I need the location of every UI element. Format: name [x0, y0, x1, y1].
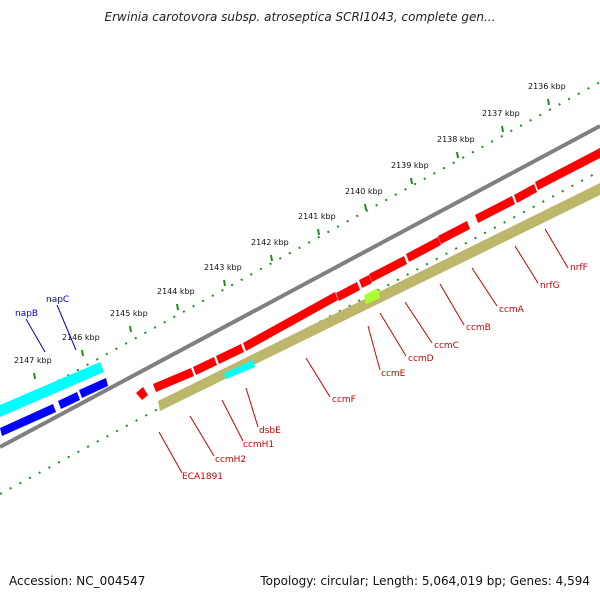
gene-label-line — [189, 415, 215, 457]
forward-genes — [136, 148, 600, 400]
green-feature-ccmD — [364, 288, 380, 304]
gene-label-dsbe[interactable]: dsbE — [259, 426, 281, 436]
genome-backbone — [0, 124, 600, 449]
gene-label-line — [25, 318, 46, 353]
cyan-feature-dsbE — [224, 360, 255, 379]
kbp-tick — [33, 372, 36, 380]
kbp-label: 2143 kbp — [204, 263, 242, 272]
kbp-scale: 2136 kbp 2137 kbp 2138 kbp 2139 kbp 2140 kbp… — [14, 82, 566, 380]
kbp-tick — [129, 325, 132, 333]
kbp-label: 2144 kbp — [157, 287, 195, 296]
gene-label-line — [245, 387, 259, 428]
kbp-tick — [176, 303, 179, 311]
gene-arrow-ccmH2 — [153, 368, 194, 392]
gene-label-line — [514, 245, 539, 284]
gene-label-ccma[interactable]: ccmA — [499, 305, 525, 315]
kbp-label: 2147 kbp — [14, 356, 52, 365]
gene-label-line — [439, 283, 465, 326]
gene-arrow-napD — [79, 378, 108, 398]
kbp-label: 2142 kbp — [251, 238, 289, 247]
kbp-label: 2141 kbp — [298, 212, 336, 221]
gene-label-nrff[interactable]: nrfF — [570, 263, 588, 273]
gene-label-ccmb[interactable]: ccmB — [466, 323, 491, 333]
gene-label-line — [404, 301, 433, 344]
gene-arrow-napB — [0, 404, 56, 436]
gene-label-nrfg[interactable]: nrfG — [540, 281, 560, 291]
gene-label-line — [544, 228, 569, 269]
gene-label-ccmc[interactable]: ccmC — [434, 341, 459, 351]
reverse-genes — [0, 378, 108, 436]
gene-arrow-napC-b — [58, 392, 80, 409]
gene-label-ccmh1[interactable]: ccmH1 — [243, 440, 274, 450]
gene-label-napb[interactable]: napB — [15, 309, 38, 319]
gene-label-line — [305, 357, 331, 398]
kbp-tick — [81, 349, 84, 357]
kbp-tick — [501, 125, 504, 133]
gene-arrow-nrfF-a — [475, 196, 515, 223]
kbp-label: 2139 kbp — [391, 161, 429, 170]
topology-text: Topology: circular; Length: 5,064,019 bp… — [260, 574, 590, 588]
gene-arrow-ccmH1 — [193, 357, 217, 375]
gene-arrow-ccmC — [359, 275, 372, 288]
gene-arrow-ccmA — [406, 237, 441, 262]
gene-label-ccme[interactable]: ccmE — [381, 369, 406, 379]
gene-label-ccmf[interactable]: ccmF — [332, 395, 356, 405]
outer-tick-row — [0, 81, 600, 414]
gene-label-eca1891[interactable]: ECA1891 — [182, 472, 223, 482]
gene-arrow-ccmE — [216, 344, 244, 364]
kbp-tick — [223, 279, 226, 287]
kbp-tick — [317, 228, 320, 236]
gene-arrow-nrfF-b — [514, 184, 537, 203]
kbp-tick — [364, 203, 367, 211]
kbp-label: 2145 kbp — [110, 309, 148, 318]
gene-label-line — [221, 399, 244, 442]
page-title: Erwinia carotovora subsp. atroseptica SC… — [104, 10, 496, 24]
gene-arrow-ccmB — [369, 256, 407, 282]
kbp-label: 2146 kbp — [62, 333, 100, 342]
gene-label-line — [367, 325, 381, 371]
gene-arrow-nrfF-c — [535, 148, 600, 190]
gene-label-ccmh2[interactable]: ccmH2 — [215, 455, 246, 465]
gene-label-ccmd[interactable]: ccmD — [408, 354, 434, 364]
cyan-feature-napC — [0, 362, 104, 417]
gene-arrow-ccmD — [336, 282, 360, 301]
gene-label-line — [56, 304, 77, 351]
gene-arrow-ccmF — [243, 292, 338, 351]
kbp-label: 2137 kbp — [482, 109, 520, 118]
accession-text: Accession: NC_004547 — [9, 574, 146, 588]
kbp-tick — [456, 151, 459, 159]
kbp-tick — [270, 254, 273, 262]
gene-label-line — [379, 312, 407, 357]
kbp-label: 2136 kbp — [528, 82, 566, 91]
kbp-tick — [410, 177, 413, 185]
kbp-label: 2140 kbp — [345, 187, 383, 196]
kbp-tick — [547, 98, 550, 106]
gene-label-napc[interactable]: napC — [46, 295, 69, 305]
gene-label-line — [158, 431, 183, 474]
gene-arrow-nrfG — [438, 221, 470, 244]
gene-arrow-ECA1891 — [136, 387, 148, 400]
kbp-label: 2138 kbp — [437, 135, 475, 144]
gene-label-line — [471, 267, 498, 307]
